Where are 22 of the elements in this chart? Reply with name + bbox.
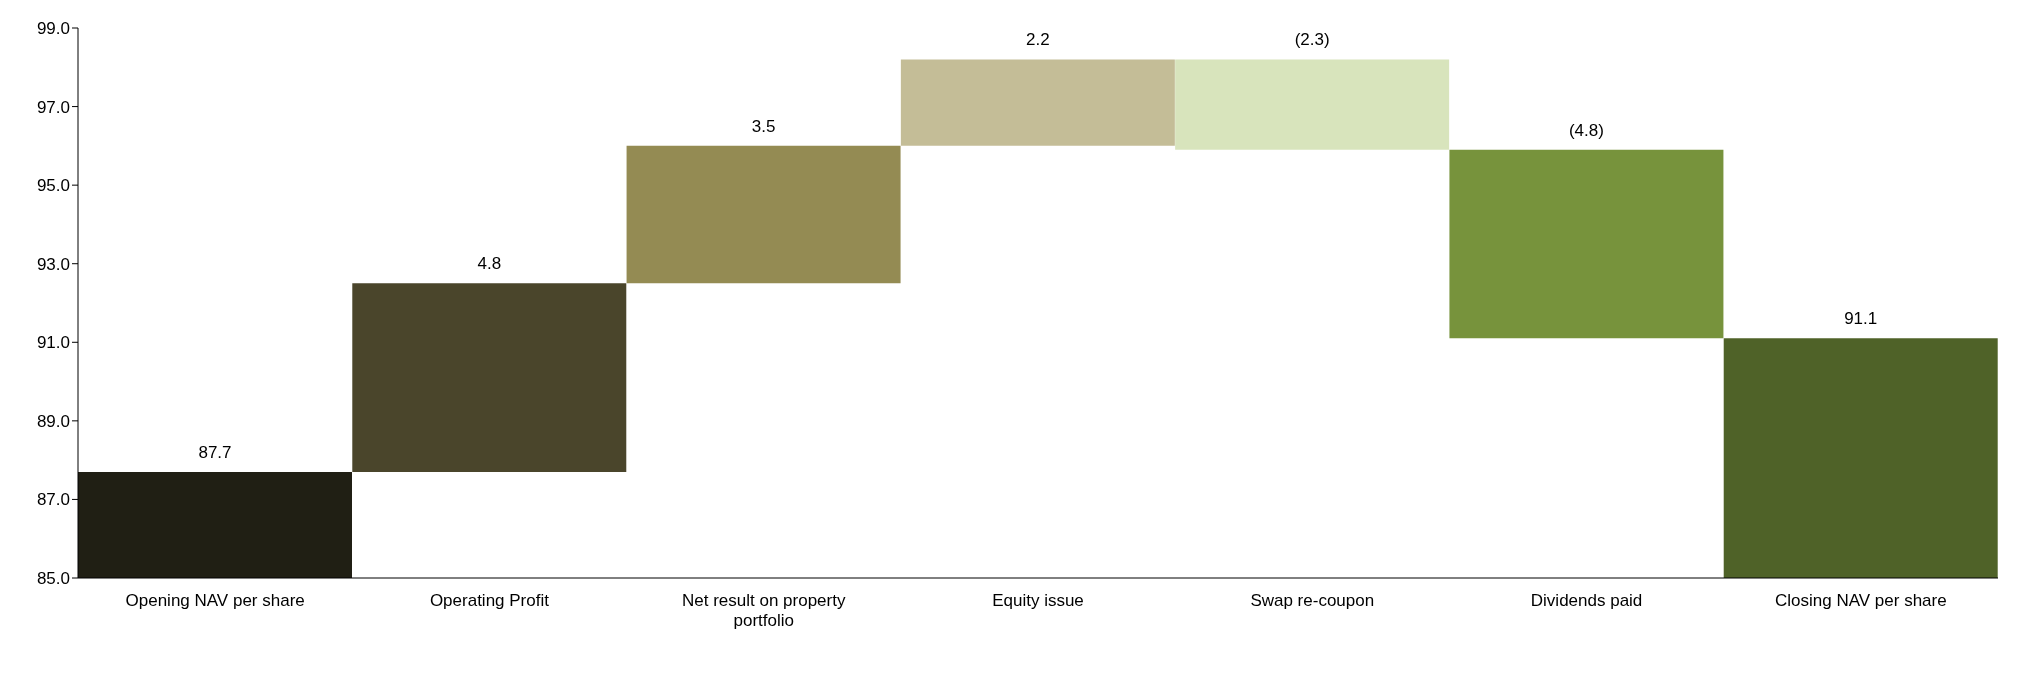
data-label: (2.3) bbox=[1294, 30, 1330, 50]
y-tick-label: 89.0 bbox=[36, 411, 70, 431]
data-label: 91.1 bbox=[1844, 309, 1878, 329]
y-tick-label: 87.0 bbox=[36, 490, 70, 510]
x-tick-label: Equity issue bbox=[992, 591, 1084, 610]
data-label: 2.2 bbox=[1026, 30, 1050, 50]
x-tick-label: Net result on property portfolio bbox=[681, 591, 846, 630]
x-tick-label: Opening NAV per share bbox=[125, 591, 305, 610]
y-tick-label: 95.0 bbox=[36, 176, 70, 196]
y-tick-label: 97.0 bbox=[36, 97, 70, 117]
data-label: 87.7 bbox=[198, 442, 232, 462]
x-tick-label: Closing NAV per share bbox=[1775, 591, 1947, 610]
x-tick-label: Swap re-coupon bbox=[1250, 591, 1375, 610]
y-tick-label: 99.0 bbox=[36, 19, 70, 39]
data-label: 3.5 bbox=[751, 116, 776, 136]
y-tick-label: 93.0 bbox=[36, 254, 70, 274]
y-tick-label: 85.0 bbox=[36, 569, 70, 589]
data-label: (4.8) bbox=[1568, 120, 1604, 140]
data-label: 4.8 bbox=[477, 254, 502, 274]
x-tick-label: Dividends paid bbox=[1530, 591, 1643, 610]
y-tick-label: 91.0 bbox=[36, 333, 70, 353]
x-tick-label: Operating Profit bbox=[429, 591, 550, 610]
